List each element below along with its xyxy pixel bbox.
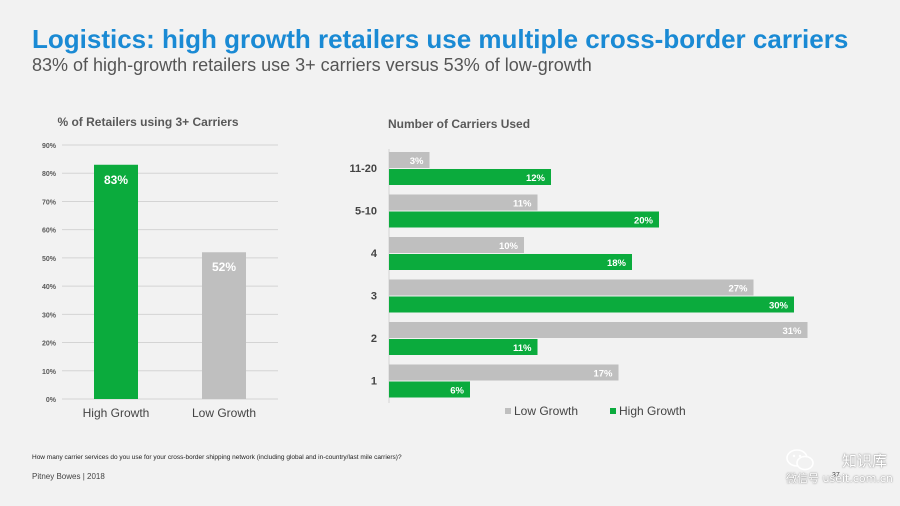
bar-value-label: 6% [450, 386, 464, 397]
y-tick-label: 20% [42, 341, 57, 348]
bar [389, 169, 551, 185]
bar [389, 339, 538, 355]
bar-value-label: 11% [513, 199, 532, 210]
bar-value-label: 11% [513, 343, 532, 354]
bar [389, 381, 470, 398]
x-category-label: High Growth [83, 406, 150, 420]
x-category-label: Low Growth [192, 406, 256, 420]
y-tick-label: 60% [42, 228, 57, 235]
bar [389, 296, 794, 313]
y-tick-label: 10% [42, 369, 57, 376]
carriers-used-chart: Number of Carriers Used 11-20 3% 12% 5-10 11%… [349, 117, 808, 418]
legend-label: High Growth [619, 404, 686, 418]
retailers-3plus-carriers-chart: % of Retailers using 3+ Carriers 0% 10% 20%… [42, 115, 278, 420]
watermark: 知识库 微信号 useit.com.cn [786, 448, 894, 488]
bar [389, 152, 430, 168]
bar [202, 252, 246, 399]
y-tick-label: 50% [42, 256, 57, 263]
bar-value-label: 30% [769, 301, 789, 312]
watermark-line2: 微信号 useit.com.cn [786, 472, 893, 485]
left-chart-title: % of Retailers using 3+ Carriers [57, 115, 238, 129]
y-category-label: 11-20 [349, 163, 377, 175]
bar [389, 322, 808, 338]
bar-value-label: 27% [728, 284, 748, 295]
bar [389, 254, 632, 270]
wechat-icon [786, 449, 814, 471]
bar-value-label: 17% [593, 369, 613, 380]
bar [389, 194, 538, 211]
slide-subtitle: 83% of high-growth retailers use 3+ carr… [32, 55, 592, 75]
y-tick-label: 70% [42, 199, 57, 206]
y-tick-label: 30% [42, 312, 57, 319]
bar-value-label: 3% [410, 156, 424, 167]
y-tick-label: 40% [42, 284, 57, 291]
legend-label: Low Growth [514, 404, 578, 418]
survey-question-footnote: How many carrier services do you use for… [32, 454, 402, 461]
source-credit: Pitney Bowes | 2018 [32, 472, 105, 481]
slide-title: Logistics: high growth retailers use mul… [32, 24, 849, 54]
bar-value-label: 31% [782, 326, 802, 337]
bar [389, 364, 619, 381]
bar [389, 237, 524, 253]
legend-swatch [505, 408, 511, 414]
bar [94, 164, 138, 399]
legend-swatch [610, 408, 616, 414]
bar-value-label: 83% [104, 173, 128, 187]
y-category-label: 5-10 [355, 206, 377, 218]
watermark-line1: 知识库 [842, 452, 888, 470]
bar-value-label: 52% [212, 260, 236, 274]
bar-value-label: 18% [607, 258, 627, 269]
y-category-label: 2 [371, 333, 377, 345]
right-chart-title: Number of Carriers Used [388, 117, 530, 131]
y-category-label: 1 [371, 376, 377, 388]
y-tick-label: 0% [46, 397, 57, 404]
page-number: 37 [832, 472, 840, 479]
y-tick-label: 90% [42, 143, 57, 150]
y-tick-label: 80% [42, 171, 57, 178]
bar-value-label: 20% [634, 216, 654, 227]
bar-value-label: 12% [526, 173, 546, 184]
y-category-label: 4 [371, 248, 378, 260]
bar-value-label: 10% [499, 241, 519, 252]
y-category-label: 3 [371, 291, 377, 303]
bar [389, 211, 659, 228]
bar [389, 279, 754, 296]
